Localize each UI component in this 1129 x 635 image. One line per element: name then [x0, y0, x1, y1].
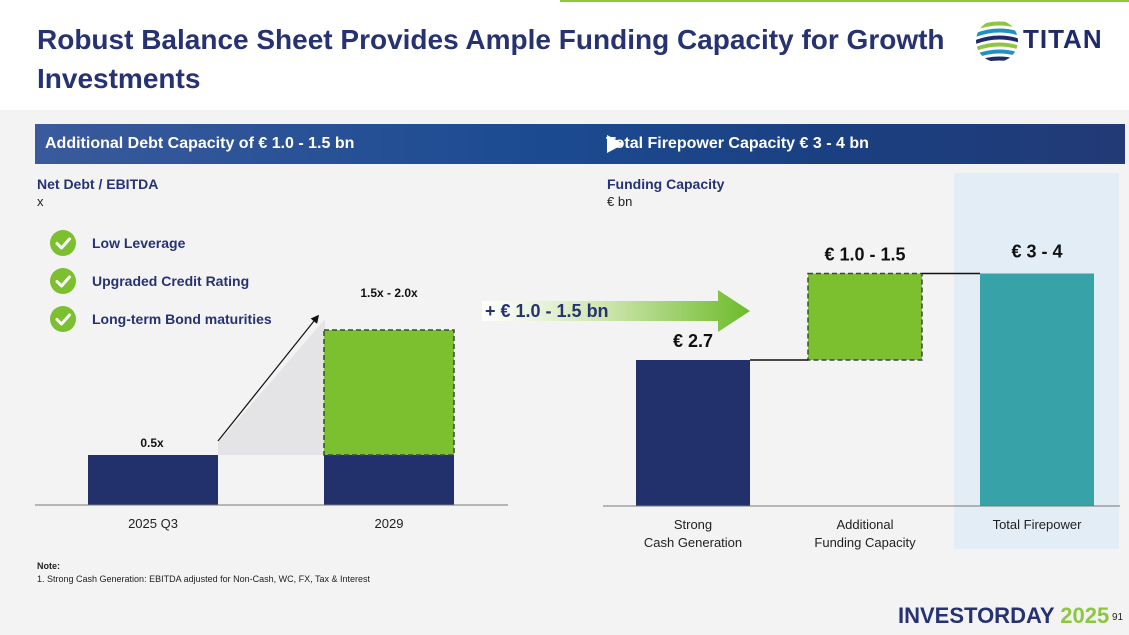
- waterfall-bar: [636, 360, 750, 506]
- trend-arrow: [217, 314, 320, 442]
- data-label: 0.5x: [140, 436, 164, 450]
- net-debt-ebitda-chart: 0.5x 1.5x - 2.0x 2025 Q3 2029: [35, 286, 508, 531]
- investor-day-brand: INVESTORDAY: [898, 603, 1055, 628]
- band-left-text: Additional Debt Capacity of € 1.0 - 1.5 …: [45, 135, 355, 152]
- investor-day-logo: INVESTORDAY 2025: [898, 603, 1109, 629]
- growth-arrow-shape: [482, 290, 750, 332]
- note-text: 1. Strong Cash Generation: EBITDA adjust…: [37, 574, 370, 584]
- titan-globe-icon: [976, 20, 1018, 62]
- x-tick-label: Additional: [836, 517, 893, 532]
- bar-base: [88, 455, 218, 505]
- header: Robust Balance Sheet Provides Ample Fund…: [0, 0, 1129, 110]
- funding-capacity-chart: € 2.7 € 1.0 - 1.5 € 3 - 4 Strong Cash Genera…: [603, 241, 1120, 550]
- page-title: Robust Balance Sheet Provides Ample Fund…: [37, 24, 945, 94]
- growth-arrow-label: + € 1.0 - 1.5 bn: [485, 301, 609, 321]
- right-chart-unit: € bn: [607, 194, 633, 209]
- trend-shade: [218, 319, 325, 455]
- x-tick-label: 2029: [375, 516, 404, 531]
- titan-logo: TITAN: [975, 18, 1125, 64]
- waterfall-bar: [980, 273, 1094, 506]
- left-chart-title: Net Debt / EBITDA: [37, 176, 159, 192]
- checklist-label: Low Leverage: [92, 235, 186, 251]
- data-label: 1.5x - 2.0x: [360, 286, 418, 300]
- checkmark-icon: [50, 306, 76, 332]
- checklist-label: Upgraded Credit Rating: [92, 273, 250, 289]
- x-tick-label: Funding Capacity: [814, 535, 916, 550]
- note-title: Note:: [37, 561, 60, 571]
- left-chart-unit: x: [37, 194, 44, 209]
- investor-day-year: 2025: [1060, 603, 1110, 628]
- checklist-label: Long-term Bond maturities: [92, 311, 272, 327]
- bar-base: [324, 455, 454, 505]
- logo-text: TITAN: [1023, 24, 1103, 54]
- checkmark-icon: [50, 230, 76, 256]
- checkmark-icon: [50, 268, 76, 294]
- right-chart-title: Funding Capacity: [607, 176, 725, 192]
- x-tick-label: Total Firepower: [993, 517, 1083, 532]
- data-label: € 1.0 - 1.5: [824, 244, 905, 264]
- checklist-item: Long-term Bond maturities: [50, 306, 350, 332]
- checklist-item: Upgraded Credit Rating: [50, 268, 350, 294]
- play-arrow-icon: [607, 135, 624, 153]
- checklist-item: Low Leverage: [50, 230, 350, 256]
- section-band: Additional Debt Capacity of € 1.0 - 1.5 …: [35, 124, 1125, 164]
- band-right-text: Total Firepower Capacity € 3 - 4 bn: [606, 135, 869, 152]
- data-label: € 2.7: [673, 331, 713, 351]
- page-number: 91: [1112, 612, 1124, 623]
- x-tick-label: 2025 Q3: [128, 516, 178, 531]
- x-tick-label: Cash Generation: [644, 535, 742, 550]
- data-label: € 3 - 4: [1011, 241, 1062, 261]
- growth-arrow: + € 1.0 - 1.5 bn: [482, 290, 750, 332]
- waterfall-bar: [807, 272, 923, 361]
- x-tick-label: Strong: [674, 517, 712, 532]
- bar-additional: [323, 329, 455, 456]
- top-accent-line: [560, 0, 1129, 2]
